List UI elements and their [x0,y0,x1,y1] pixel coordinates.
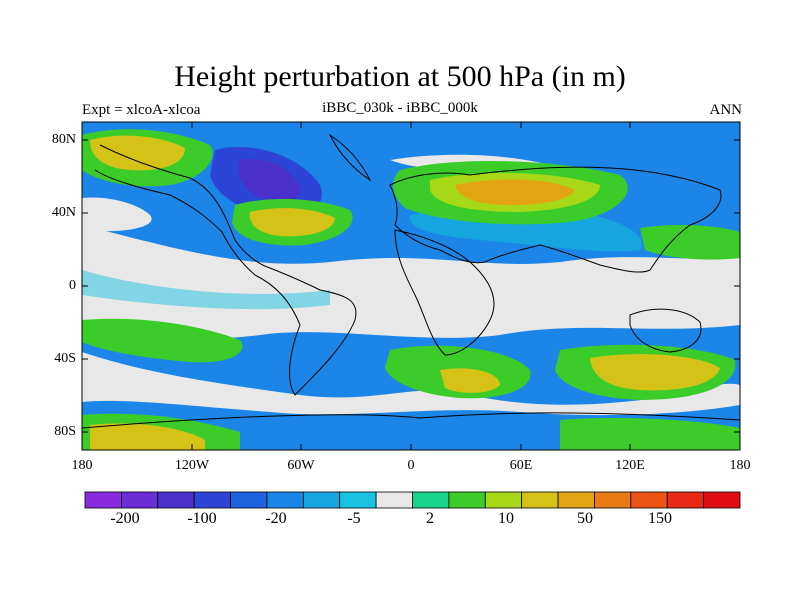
colorbar-swatch [448,491,486,509]
lon-tick: 180 [729,458,751,473]
lon-tick: 0 [407,458,415,473]
case-label: iBBC_030k - iBBC_000k [322,100,478,116]
coastline-antarctica [82,412,740,429]
colorbar-swatch [630,491,668,509]
season-label: ANN [709,102,743,118]
colorbar-label: 10 [498,510,514,527]
field-high-westpacific [640,225,740,260]
coastlines [82,133,740,429]
colorbar-swatch [266,491,304,509]
colorbar-label: 150 [648,510,672,527]
colorbar-swatch [666,491,705,509]
field-high-antarctic-core [90,423,205,450]
axis-ticks [82,122,740,450]
field-low-core [238,159,300,202]
lat-tick: 40N [51,205,76,220]
field-high-atlantic-core [249,208,335,237]
colorbar-label: -100 [187,510,217,527]
colorbar-swatch [594,491,632,509]
colorbar-swatch [484,491,523,509]
lat-tick: 80N [51,132,76,147]
field-neutral-tropics [82,225,740,339]
colorbar-label: -200 [110,510,140,527]
colorbar-swatch [412,491,450,509]
colorbar-swatch [230,491,268,509]
lon-tick: 60W [287,458,315,473]
lat-tick: 40S [54,351,76,366]
lon-tick: 120E [615,458,645,473]
colorbar-label: 50 [577,510,593,527]
colorbar-swatch [157,491,195,509]
lon-tick: 60E [509,458,533,473]
colorbar-swatch [521,491,559,509]
map-field [82,122,740,450]
lon-tick: 180 [71,458,93,473]
colorbar-swatch [703,491,741,509]
lat-tick: 0 [69,278,76,293]
colorbar-swatch [193,491,231,509]
colorbar-label: -20 [265,510,287,527]
field-neutral-south [82,352,740,416]
lat-tick: 80S [54,424,76,439]
field-high-europe-core [455,179,575,206]
coastline-australia [629,308,702,353]
colorbar-swatch [84,491,122,509]
field-weak-band [82,270,330,310]
field-high-antarctic-east [560,417,740,450]
field-high-indianocean-core [590,354,720,391]
field-high-southpacific [82,318,243,363]
field-high-northpacific-core [90,135,185,171]
colorbar [84,491,741,509]
colorbar-swatch [120,491,159,509]
field-neutral-pacific [82,197,152,232]
colorbar-swatch [339,491,377,509]
colorbar-swatch [302,491,341,509]
coastline-americas [94,144,357,396]
lon-tick: 120W [174,458,210,473]
colorbar-label: 2 [426,510,434,527]
colorbar-swatch [375,491,413,509]
colorbar-label: -5 [347,510,361,527]
experiment-label: Expt = xlcoA-xlcoa [82,102,201,118]
coastline-greenland [328,133,372,182]
coastline-africa [394,229,495,356]
chart-title: Height perturbation at 500 hPa (in m) [174,60,626,93]
field-high-southatlantic-core [440,368,500,393]
coastline-eurasia [389,166,722,273]
colorbar-swatch [557,491,595,509]
